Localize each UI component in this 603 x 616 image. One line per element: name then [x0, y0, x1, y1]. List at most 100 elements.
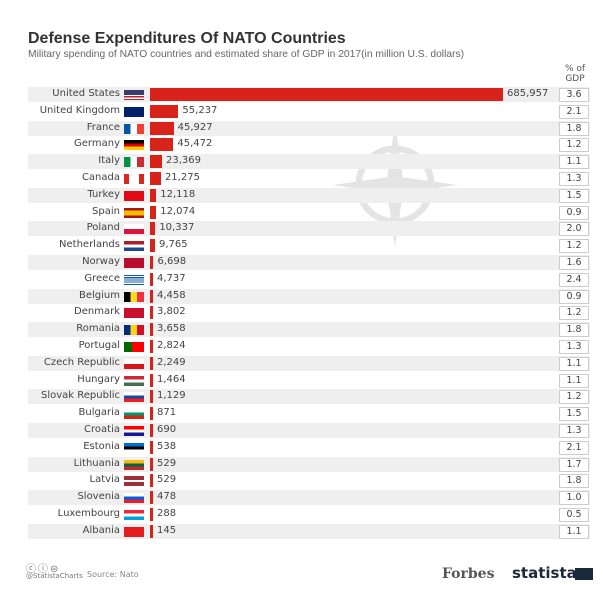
bar: [150, 222, 156, 236]
gdp-share-label: 1.0: [559, 491, 589, 506]
flag-icon: [124, 207, 144, 218]
category-label: Romania: [76, 323, 120, 335]
gdp-share-label: 0.5: [559, 508, 589, 522]
category-label: Portugal: [78, 340, 120, 351]
chart-row: Romania 3,658 1.8: [28, 322, 590, 338]
value-label: 10,337: [159, 222, 195, 234]
chart-row: Turkey 12,118 1.5: [28, 187, 590, 203]
footer-handle: @StatistaCharts: [26, 572, 83, 580]
value-label: 529: [157, 457, 177, 469]
chart-row: United States 685,957 3.6: [28, 87, 590, 102]
flag-icon: [124, 241, 144, 252]
bar: [150, 188, 157, 202]
gdp-share-label: 1.3: [559, 340, 589, 354]
gdp-share-label: 1.6: [559, 256, 589, 270]
gdp-share-label: 1.1: [559, 356, 589, 371]
value-label: 12,118: [160, 188, 196, 200]
flag-icon: [124, 342, 144, 352]
value-label: 478: [157, 491, 177, 503]
chart-row: Norway 6,698 1.6: [28, 255, 590, 270]
value-label: 55,237: [182, 104, 218, 116]
category-label: Albania: [82, 524, 120, 536]
chart-row: Poland 10,337 2.0: [28, 221, 590, 237]
statista-logo: statista: [512, 564, 577, 582]
category-label: Lithuania: [73, 457, 120, 469]
creative-commons-icon: ⓒⓘ⊜: [26, 564, 61, 575]
chart-row: Greece 4,737 2.4: [28, 272, 590, 287]
category-label: Croatia: [84, 424, 120, 435]
category-label: Poland: [86, 222, 120, 234]
chart-row: Italy 23,369 1.1: [28, 154, 590, 170]
bar: [150, 155, 163, 169]
flag-icon: [124, 526, 144, 537]
value-label: 6,698: [157, 256, 187, 267]
value-label: 3,658: [157, 323, 186, 335]
gdp-share-label: 2.4: [559, 272, 589, 287]
flag-icon: [124, 392, 144, 403]
bar: [150, 340, 153, 353]
bar: [150, 104, 179, 118]
gdp-share-label: 2.1: [559, 440, 589, 455]
flag-icon: [124, 325, 144, 336]
category-label: Estonia: [83, 440, 120, 452]
gdp-share-label: 1.8: [559, 474, 589, 489]
gdp-column-header: % of GDP: [564, 64, 586, 84]
gdp-share-label: 1.7: [559, 457, 589, 472]
forbes-logo: Forbes: [442, 566, 495, 582]
chart-row: Germany 45,472 1.2: [28, 137, 590, 153]
value-label: 45,472: [177, 138, 213, 150]
category-label: Slovak Republic: [41, 390, 120, 402]
gdp-share-label: 1.2: [559, 390, 589, 405]
bar: [150, 306, 153, 320]
gdp-share-label: 1.2: [559, 138, 589, 153]
value-label: 3,802: [157, 306, 186, 318]
flag-icon: [124, 291, 144, 302]
chart-row: Luxembourg 288 0.5: [28, 507, 590, 522]
category-label: Luxembourg: [57, 508, 120, 519]
bar: [150, 390, 153, 404]
category-label: Czech Republic: [43, 356, 120, 368]
value-label: 1,129: [157, 390, 186, 402]
value-label: 1,464: [157, 373, 186, 385]
gdp-share-label: 1.1: [559, 524, 589, 539]
gdp-share-label: 2.1: [559, 104, 589, 119]
flag-icon: [124, 510, 144, 520]
gdp-share-label: 0.9: [559, 205, 589, 220]
chart-row: Netherlands 9,765 1.2: [28, 238, 590, 254]
chart-row: Canada 21,275 1.3: [28, 171, 590, 186]
value-label: 9,765: [159, 239, 188, 251]
flag-icon: [124, 375, 144, 386]
value-label: 685,957: [507, 88, 549, 99]
chart-row: France 45,927 1.8: [28, 120, 590, 136]
category-label: Slovenia: [77, 491, 120, 503]
flag-icon: [124, 90, 144, 100]
gdp-share-label: 3.6: [559, 88, 589, 102]
value-label: 23,369: [166, 155, 202, 167]
flag-icon: [124, 459, 144, 470]
value-label: 2,824: [157, 340, 186, 351]
bar: [150, 457, 153, 471]
bar: [150, 323, 153, 337]
bar: [150, 289, 153, 303]
bar: [150, 272, 153, 286]
value-label: 288: [157, 508, 177, 519]
bar: [150, 524, 153, 538]
value-label: 4,737: [157, 272, 186, 284]
chart-row: Croatia 690 1.3: [28, 423, 590, 438]
category-label: Hungary: [77, 373, 120, 385]
chart-row: Spain 12,074 0.9: [28, 205, 590, 220]
bar: [150, 256, 154, 269]
flag-icon: [124, 174, 144, 184]
bar: [150, 88, 503, 101]
flag-icon: [124, 426, 144, 436]
chart-row: Belgium 4,458 0.9: [28, 288, 590, 304]
category-label: United Kingdom: [39, 104, 120, 116]
chart-row: Denmark 3,802 1.2: [28, 305, 590, 321]
flag-icon: [124, 224, 144, 235]
value-label: 529: [157, 474, 177, 486]
value-label: 12,074: [160, 205, 196, 217]
gdp-share-label: 0.9: [559, 289, 589, 304]
flag-icon: [124, 308, 144, 319]
category-label: Turkey: [87, 188, 120, 200]
bar: [150, 138, 174, 152]
